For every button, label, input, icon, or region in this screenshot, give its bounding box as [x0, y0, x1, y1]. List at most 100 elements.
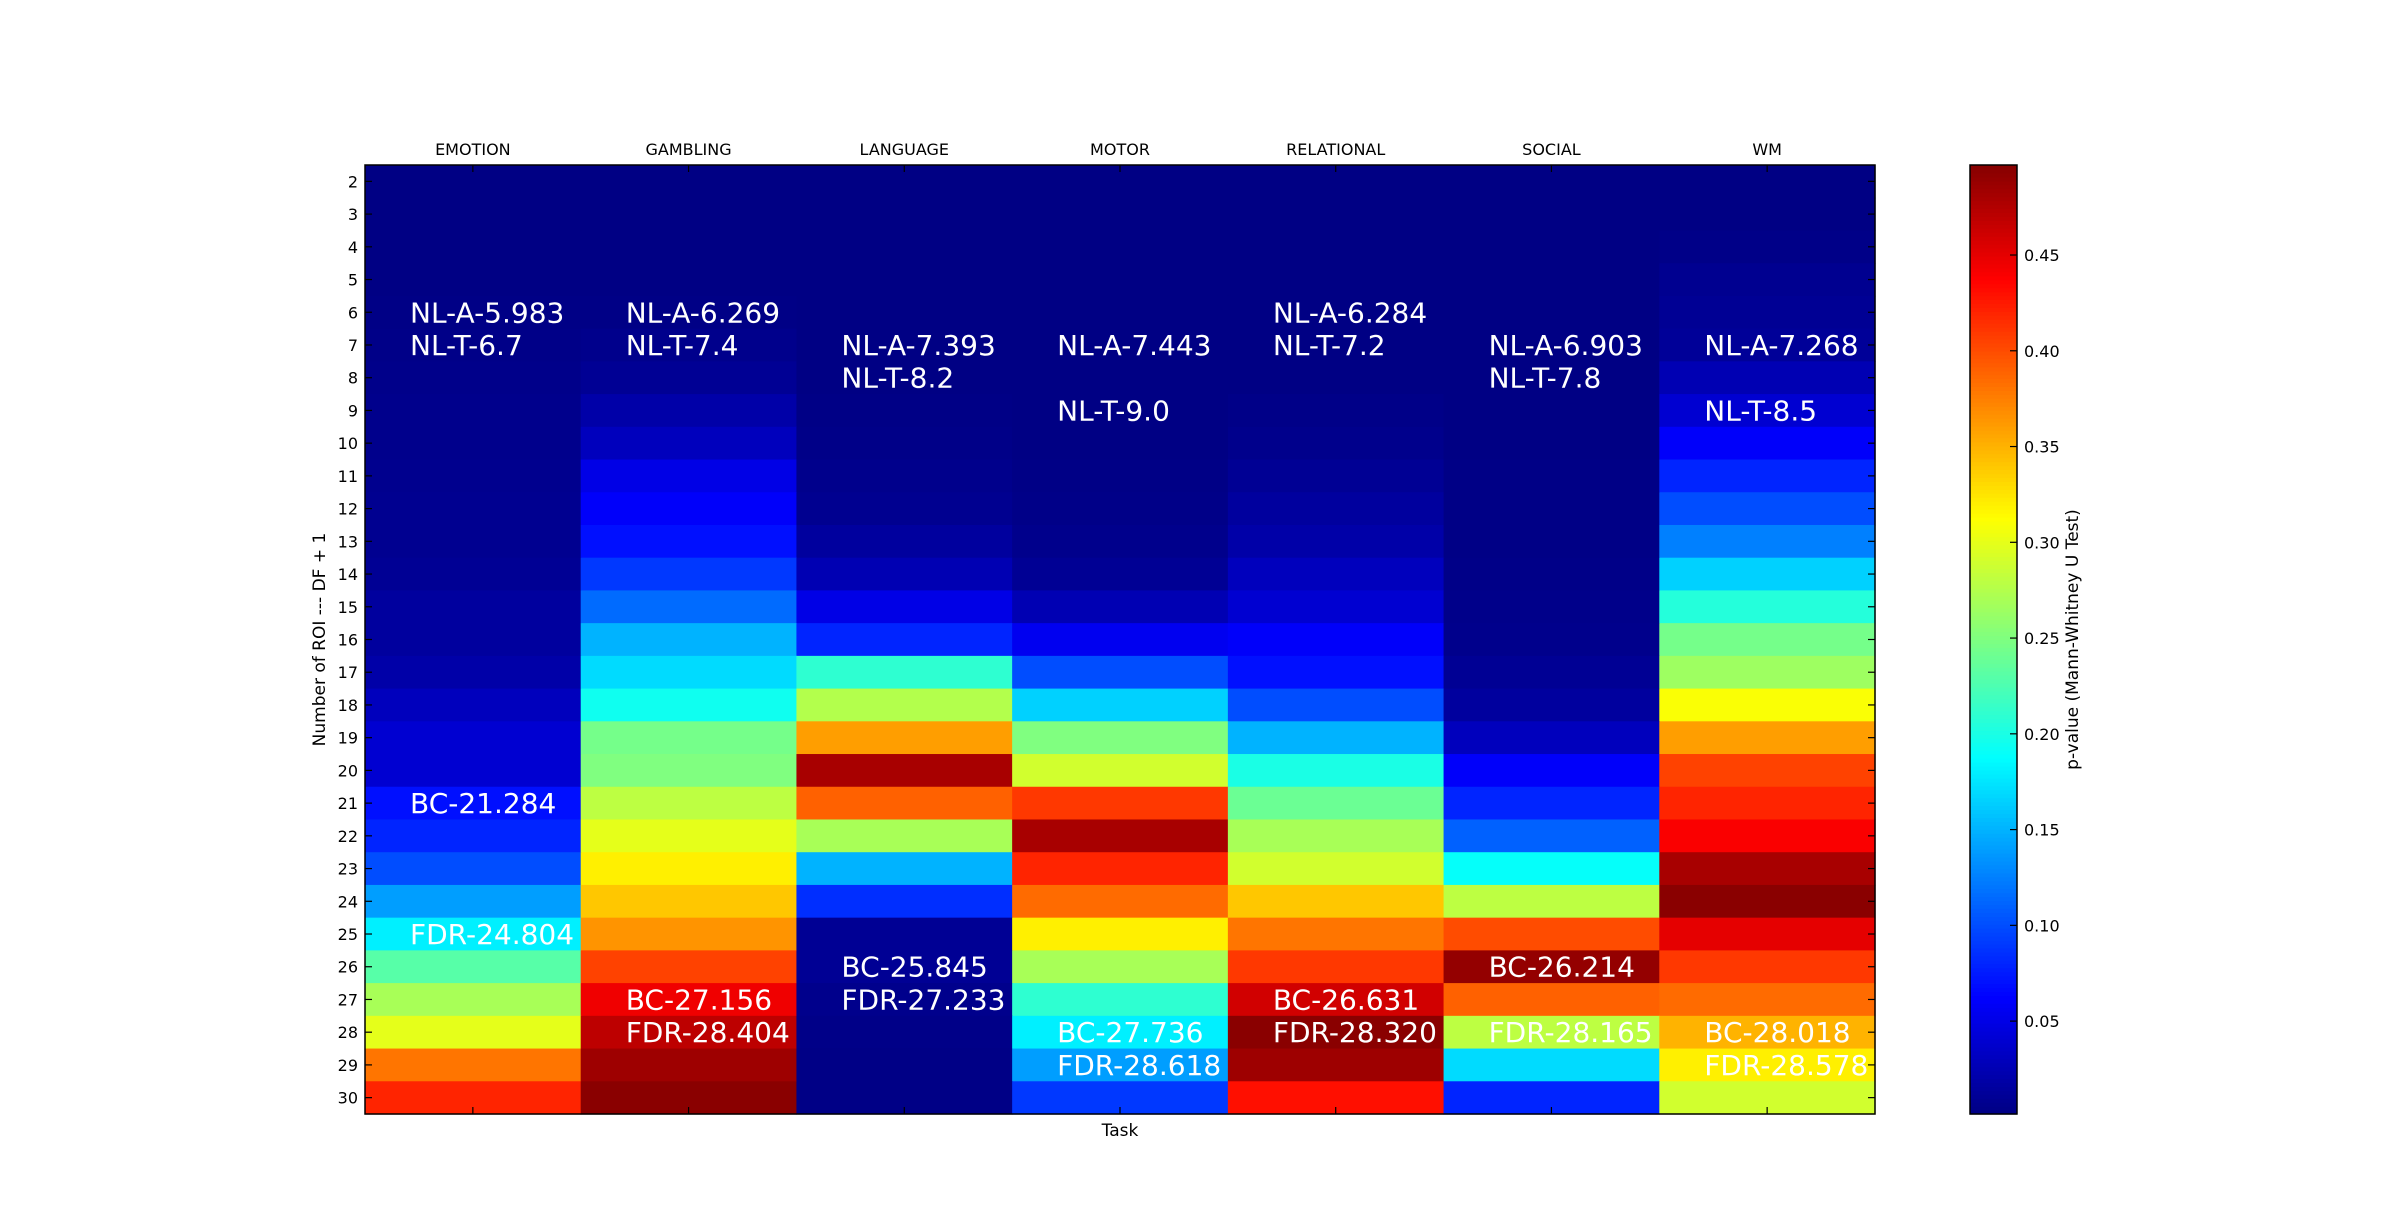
colorbar-swatch [1970, 860, 2017, 866]
heatmap-cell [1012, 394, 1229, 428]
heatmap-cell [796, 819, 1013, 853]
colorbar-swatch [1970, 370, 2017, 376]
heatmap-cell [1227, 819, 1445, 853]
cell-annotation: NL-T-8.5 [1704, 394, 1817, 427]
colorbar-swatch [1970, 651, 2017, 656]
cell-annotation: FDR-28.618 [1057, 1049, 1221, 1082]
colorbar-swatch [1970, 248, 2017, 253]
heatmap-cell [580, 524, 798, 559]
heatmap-cell [1659, 852, 1876, 886]
heatmap-cell [1227, 197, 1445, 232]
colorbar-swatch [1970, 599, 2017, 605]
cell-annotation: FDR-28.404 [626, 1016, 790, 1049]
cell-annotation: BC-21.284 [410, 787, 556, 820]
colorbar-swatch [1970, 386, 2017, 391]
colorbar-swatch [1970, 224, 2017, 229]
colorbar-swatch [1970, 255, 2017, 261]
cell-annotation: NL-A-7.393 [841, 329, 995, 362]
heatmap-cell [1659, 557, 1876, 592]
colorbar-label: p-value (Mann-Whitney U Test) [2063, 509, 2083, 770]
colorbar-swatch [1970, 686, 2017, 692]
colorbar: 0.05 0.10 0.15 0.20 0.25 0.30 0.35 0.40 0.45 [1969, 164, 2060, 1115]
cell-annotation: BC-26.631 [1273, 983, 1419, 1016]
colorbar-swatch [1970, 872, 2017, 878]
heatmap-cell [1012, 295, 1229, 330]
colorbar-swatch [1970, 422, 2017, 427]
heatmap-cell [580, 819, 798, 853]
colorbar-swatch [1970, 469, 2017, 475]
heatmap-cell [580, 328, 798, 362]
heatmap-cell [1012, 197, 1229, 232]
heatmap-cell [1659, 394, 1876, 428]
colorbar-swatch [1970, 1034, 2017, 1040]
colorbar-swatch [1970, 228, 2017, 233]
colorbar-swatch [1970, 963, 2017, 969]
colorbar-swatch [1970, 394, 2017, 399]
cell-annotation: BC-28.018 [1704, 1016, 1850, 1049]
colorbar-swatch [1970, 1038, 2017, 1044]
colorbar-swatch [1970, 1042, 2017, 1048]
colorbar-swatch [1970, 465, 2017, 471]
colorbar-swatch [1970, 1050, 2017, 1056]
colorbar-swatch [1970, 1066, 2017, 1072]
colorbar-swatch [1970, 785, 2017, 791]
row-label: 30 [338, 1089, 358, 1108]
heatmap-cell [1443, 263, 1660, 297]
colorbar-swatch [1970, 908, 2017, 913]
heatmap-cell [796, 524, 1013, 559]
heatmap-cell [365, 263, 582, 297]
heatmap-cell [1659, 950, 1876, 984]
colorbar-swatch [1970, 769, 2017, 775]
heatmap-cell [580, 492, 798, 526]
colorbar-swatch [1970, 876, 2017, 882]
colorbar-swatch [1970, 698, 2017, 704]
heatmap-cell [365, 1015, 582, 1050]
colorbar-swatch [1970, 864, 2017, 870]
colorbar-swatch [1970, 983, 2017, 989]
row-labels: 2345678910111213141516171819202122232425… [338, 172, 1875, 1108]
colorbar-swatch [1970, 615, 2017, 621]
colorbar-swatch [1970, 627, 2017, 633]
colorbar-swatch [1970, 603, 2017, 609]
colorbar-swatch [1970, 718, 2017, 724]
row-label: 12 [338, 500, 358, 519]
row-label: 9 [348, 401, 358, 420]
colorbar-swatch [1970, 560, 2017, 565]
column-label: WM [1752, 140, 1782, 159]
colorbar-swatch [1970, 995, 2017, 1000]
heatmap-cell [796, 394, 1013, 428]
colorbar-swatch [1970, 639, 2017, 645]
colorbar-swatch [1970, 943, 2017, 949]
colorbar-swatch [1970, 165, 2017, 170]
colorbar-swatch [1970, 888, 2017, 894]
colorbar-swatch [1970, 663, 2017, 668]
heatmap-cell [580, 983, 798, 1017]
heatmap-cell [1227, 754, 1445, 788]
heatmap-cell [1659, 230, 1876, 264]
heatmap-cell [580, 917, 798, 951]
colorbar-swatch [1970, 936, 2017, 941]
heatmap-cell [1012, 688, 1229, 722]
colorbar-swatch [1970, 1019, 2017, 1024]
colorbar-swatch [1970, 837, 2017, 842]
heatmap-cell [1227, 590, 1445, 624]
colorbar-swatch [1970, 402, 2017, 407]
heatmap-cell [1227, 688, 1445, 722]
heatmap-cell [796, 983, 1013, 1017]
colorbar-swatch [1970, 200, 2017, 206]
colorbar-swatch [1970, 208, 2017, 214]
cell-annotation: BC-25.845 [841, 951, 987, 984]
heatmap-cell [1443, 852, 1660, 886]
row-label: 27 [338, 990, 358, 1009]
colorbar-swatch [1970, 892, 2017, 898]
heatmap-cell [1443, 524, 1660, 559]
heatmap-cell [796, 295, 1013, 330]
heatmap-cell [1659, 492, 1876, 526]
heatmap-cell [580, 852, 798, 886]
colorbar-swatch [1970, 706, 2017, 712]
column-label: MOTOR [1090, 140, 1150, 159]
colorbar-swatch [1970, 817, 2017, 822]
colorbar-frame [1969, 164, 2018, 1115]
heatmap-cell [365, 590, 582, 624]
colorbar-swatch [1970, 564, 2017, 569]
